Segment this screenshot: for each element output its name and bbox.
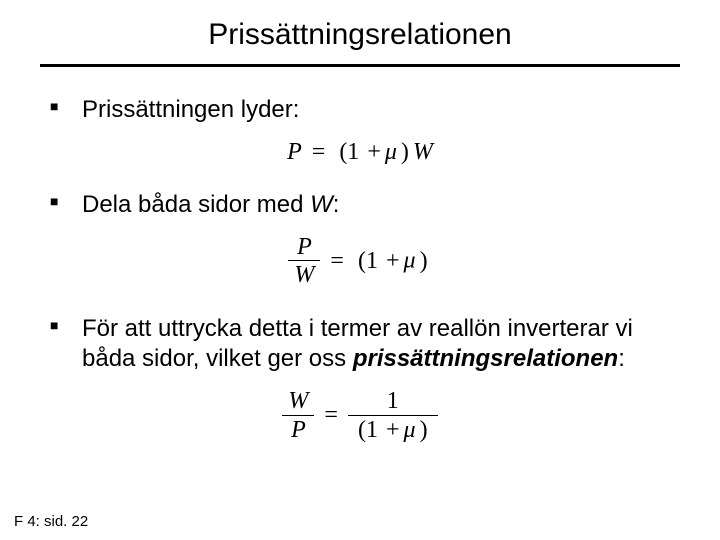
eq1-mu: μ — [385, 139, 397, 165]
eq1-rparen: ) — [397, 139, 413, 165]
eq2-frac: P W — [288, 234, 320, 290]
bullet-list-2: Dela båda sidor med W: — [40, 190, 680, 220]
eq3-equals: = — [320, 402, 342, 428]
eq1-equals: = — [308, 139, 330, 165]
eq2-lparen: (1 — [354, 248, 382, 274]
eq3-rrp: ) — [416, 417, 432, 443]
eq1-plus: + — [363, 139, 385, 165]
eq3-lden: P — [282, 416, 314, 445]
eq2-mu: μ — [404, 248, 416, 274]
eq3-lnum: W — [282, 388, 314, 415]
eq2-equals: = — [326, 248, 348, 274]
eq2-rparen: ) — [416, 248, 432, 274]
bullet-list: Prissättningen lyder: — [40, 95, 680, 125]
eq1-W: W — [413, 139, 433, 165]
bullet-3-bold: prissättningsrelationen — [353, 345, 618, 372]
eq3-rfrac: 1 (1+μ) — [348, 388, 438, 444]
eq3-rmu: μ — [404, 417, 416, 443]
equation-1: P = (1+μ)W — [40, 139, 680, 166]
equation-3: W P = 1 (1+μ) — [40, 388, 680, 444]
eq3-rnum: 1 — [348, 388, 438, 415]
eq1-lparen: (1 — [335, 139, 363, 165]
bullet-list-3: För att uttrycka detta i termer av reall… — [40, 314, 680, 374]
bullet-3: För att uttrycka detta i termer av reall… — [50, 314, 680, 374]
bullet-2-post: : — [333, 191, 340, 218]
eq2-den: W — [288, 261, 320, 290]
eq2-plus: + — [382, 248, 404, 274]
page-title: Prissättningsrelationen — [40, 18, 680, 52]
slide: Prissättningsrelationen Prissättningen l… — [0, 0, 720, 540]
title-rule — [40, 64, 680, 67]
bullet-1: Prissättningen lyder: — [50, 95, 680, 125]
eq3-rplus: + — [382, 417, 404, 443]
eq3-rlp: (1 — [354, 417, 382, 443]
eq1-P: P — [287, 139, 302, 165]
equation-2: P W = (1+μ) — [40, 234, 680, 290]
bullet-3-post: : — [618, 345, 625, 372]
footer-page: F 4: sid. 22 — [14, 513, 88, 530]
eq3-lfrac: W P — [282, 388, 314, 444]
bullet-2-pre: Dela båda sidor med — [82, 191, 310, 218]
eq2-num: P — [288, 234, 320, 261]
bullet-1-text: Prissättningen lyder: — [82, 96, 299, 123]
eq3-rden: (1+μ) — [348, 416, 438, 445]
bullet-2-var: W — [310, 191, 333, 218]
bullet-2: Dela båda sidor med W: — [50, 190, 680, 220]
